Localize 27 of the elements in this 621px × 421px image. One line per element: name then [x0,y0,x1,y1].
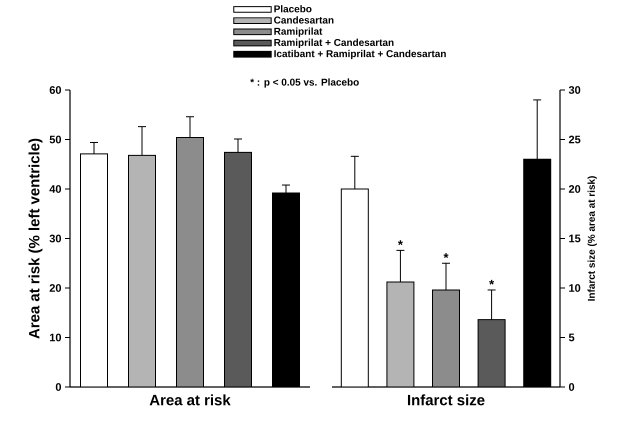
y-tick-label: 30 [568,86,580,94]
x-axis-title: Infarct size [408,394,485,406]
x-axis-title: Area at risk [150,394,231,406]
y-tick-label: 15 [569,234,580,242]
y-tick-label: 0 [56,383,62,391]
y-tick-label: 40 [49,185,62,193]
y-tick-label: 60 [50,86,62,94]
legend-label: Candesartan [274,16,334,24]
data-label: * [398,240,403,246]
y-tick-label: 50 [50,136,62,144]
legend-label: Icatibant + Ramiprilat + Candesartan [274,50,446,60]
data-label: * [489,280,494,285]
y-tick-label: 30 [50,234,62,242]
y-tick-label: 0 [568,383,574,391]
y-axis-title: Infarct size (% area at risk) [588,176,597,301]
data-label: * [444,253,449,258]
y-tick-label: 5 [568,334,574,342]
y-tick-label: 10 [569,284,580,292]
y-tick-label: 20 [50,284,62,292]
y-axis-title: Area at risk (% left ventricle) [28,138,42,339]
legend-label: Ramiprilat + Candesartan [274,38,394,48]
y-tick-label: 20 [568,185,580,193]
y-tick-label: 10 [50,334,62,342]
y-tick-label: 25 [568,136,580,144]
text: * : p < 0.05 vs. Placebo [250,78,359,88]
legend-label: Ramiprilat [274,27,322,37]
legend-label: Placebo [274,5,312,12]
